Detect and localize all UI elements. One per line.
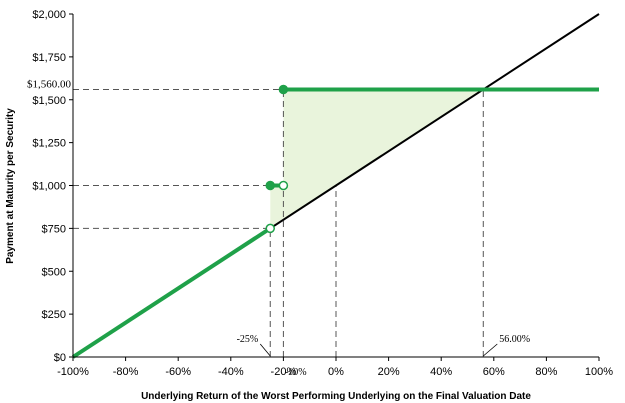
y-tick-label: $750 — [42, 223, 66, 235]
y-axis-title: Payment at Maturity per Security — [5, 108, 16, 264]
y-tick-label: $1,750 — [32, 52, 66, 64]
y-tick-label: $500 — [42, 266, 66, 278]
y-tick-label: $1,250 — [32, 138, 66, 150]
x-tick-label: 0% — [328, 366, 344, 378]
open-marker — [265, 223, 275, 234]
x-tick-label: 60% — [483, 366, 505, 378]
x-tick-label: -40% — [218, 366, 244, 378]
markers-layer — [265, 84, 289, 234]
x-tick-label: 100% — [585, 366, 613, 378]
security-payoff-segment-1 — [71, 226, 272, 359]
open-marker — [278, 180, 289, 191]
filled-marker — [278, 84, 289, 95]
tick-labels-layer: -100% -80% -60% -40% -20% 0% 20% 40% 60% 80% 100% $… — [32, 9, 613, 378]
x-tick-label: -80% — [113, 366, 139, 378]
x-callout-label: -10% — [285, 367, 307, 378]
y-tick-label: $250 — [42, 309, 66, 321]
x-tick-label: 80% — [535, 366, 557, 378]
y-tick-label: $2,000 — [32, 9, 66, 21]
annotations-layer: $1,560.00 -25% -10% 56.00% — [27, 78, 530, 378]
x-callout-label: 56.00% — [499, 334, 530, 345]
x-tick-label: 20% — [378, 366, 400, 378]
series-layer — [71, 13, 600, 359]
y-callout-label: $1,560.00 — [27, 78, 72, 90]
x-callout-label: -25% — [237, 334, 259, 345]
y-tick-label: $0 — [54, 352, 66, 364]
x-tick-label: -60% — [165, 366, 191, 378]
y-tick-label: $1,000 — [32, 181, 66, 193]
x-callout-leader — [259, 343, 271, 357]
x-tick-label: -20% — [271, 366, 297, 378]
x-tick-label: 40% — [430, 366, 452, 378]
x-tick-label: -100% — [57, 366, 89, 378]
y-tick-label: $1,500 — [32, 95, 66, 107]
x-axis-title: Underlying Return of the Worst Performin… — [141, 391, 531, 402]
filled-marker — [265, 180, 275, 191]
x-callout-leader — [483, 343, 498, 357]
